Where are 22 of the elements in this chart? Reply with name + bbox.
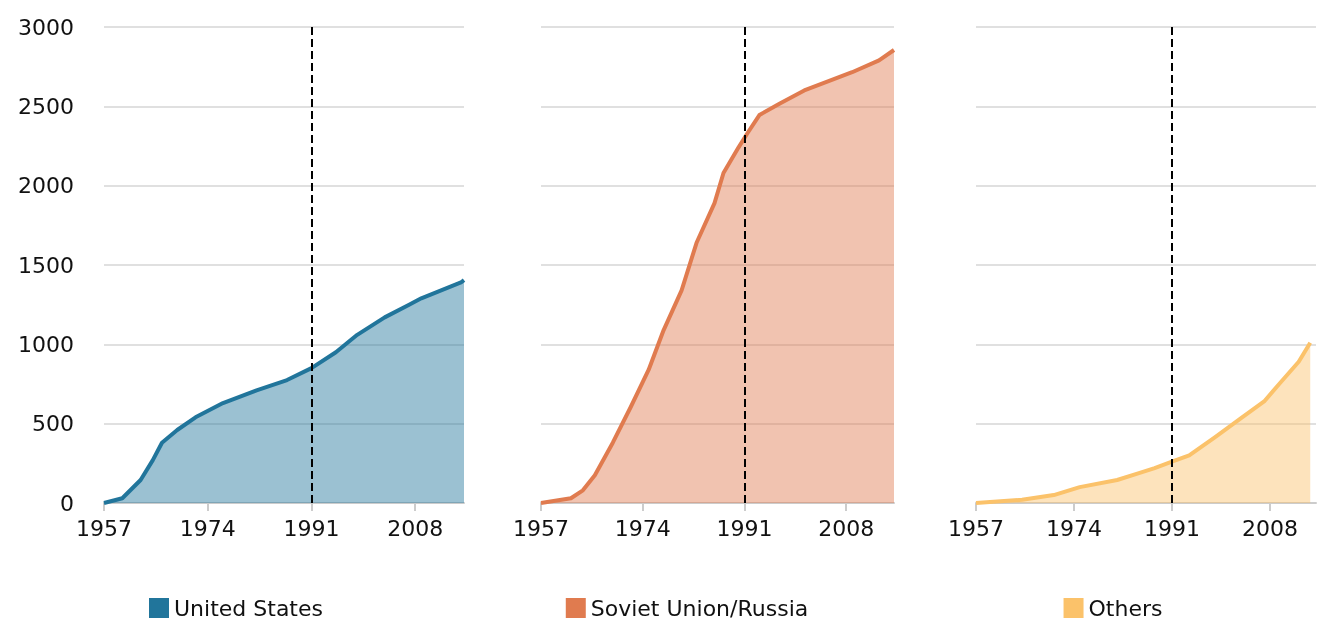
legend-label: United States <box>174 595 323 621</box>
x-tick-label: 2008 <box>387 515 444 541</box>
legend-label: Others <box>1088 595 1163 621</box>
x-tick-label: 1957 <box>513 515 569 541</box>
x-tick-label: 1974 <box>614 515 671 541</box>
x-tick-label: 1957 <box>948 515 1004 541</box>
x-tick-label: 1974 <box>1045 515 1102 541</box>
legend-label: Soviet Union/Russia <box>590 595 809 621</box>
y-tick-label: 2000 <box>18 173 74 199</box>
x-tick-label: 1974 <box>179 515 236 541</box>
x-tick-label: 1957 <box>76 515 132 541</box>
x-tick-label: 2008 <box>1241 515 1298 541</box>
y-tick-label: 3000 <box>18 14 74 40</box>
x-tick-label: 2008 <box>818 515 875 541</box>
y-tick-label: 2500 <box>18 93 74 119</box>
y-tick-label: 500 <box>32 411 74 437</box>
y-tick-label: 1000 <box>18 331 74 357</box>
y-tick-label: 1500 <box>18 252 74 278</box>
y-tick-label: 0 <box>60 490 74 516</box>
x-tick-label: 1991 <box>716 515 773 541</box>
x-tick-label: 1991 <box>283 515 340 541</box>
x-tick-label: 1991 <box>1143 515 1200 541</box>
